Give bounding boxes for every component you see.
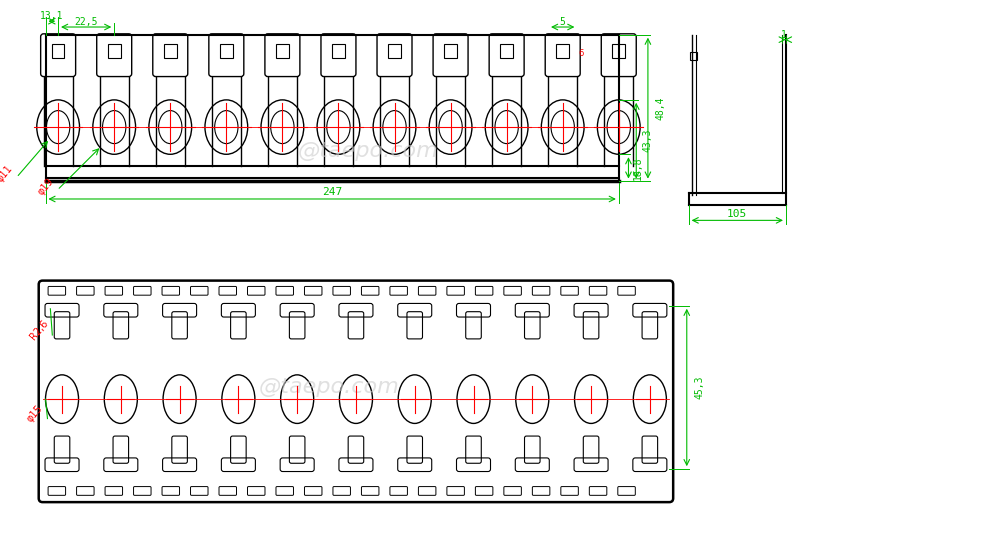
Bar — [689, 52, 697, 60]
Text: @taepo.com: @taepo.com — [258, 376, 399, 397]
Text: 105: 105 — [727, 209, 746, 218]
Text: 1: 1 — [780, 30, 786, 40]
Bar — [220, 44, 233, 58]
Text: 22,5: 22,5 — [74, 17, 98, 27]
Text: φ11: φ11 — [0, 164, 15, 184]
Text: 13,1: 13,1 — [40, 11, 63, 21]
Bar — [387, 44, 400, 58]
Text: 48,4: 48,4 — [655, 97, 665, 120]
Bar — [107, 44, 120, 58]
Text: φ15: φ15 — [25, 404, 44, 425]
Bar — [164, 44, 176, 58]
Bar — [444, 44, 457, 58]
Bar — [52, 44, 64, 58]
Text: 43,3: 43,3 — [642, 129, 653, 152]
Text: R2,6: R2,6 — [29, 318, 50, 342]
Text: 5: 5 — [559, 17, 565, 27]
Text: φ19: φ19 — [35, 176, 55, 197]
Text: 6: 6 — [578, 49, 583, 58]
Text: 18,8: 18,8 — [633, 156, 643, 179]
Bar — [556, 44, 569, 58]
Bar — [276, 44, 289, 58]
Bar — [612, 44, 624, 58]
Bar — [332, 44, 344, 58]
Text: 247: 247 — [321, 187, 342, 197]
Text: 45,3: 45,3 — [694, 376, 704, 399]
Text: @taepo.com: @taepo.com — [298, 142, 438, 161]
Bar — [500, 44, 513, 58]
